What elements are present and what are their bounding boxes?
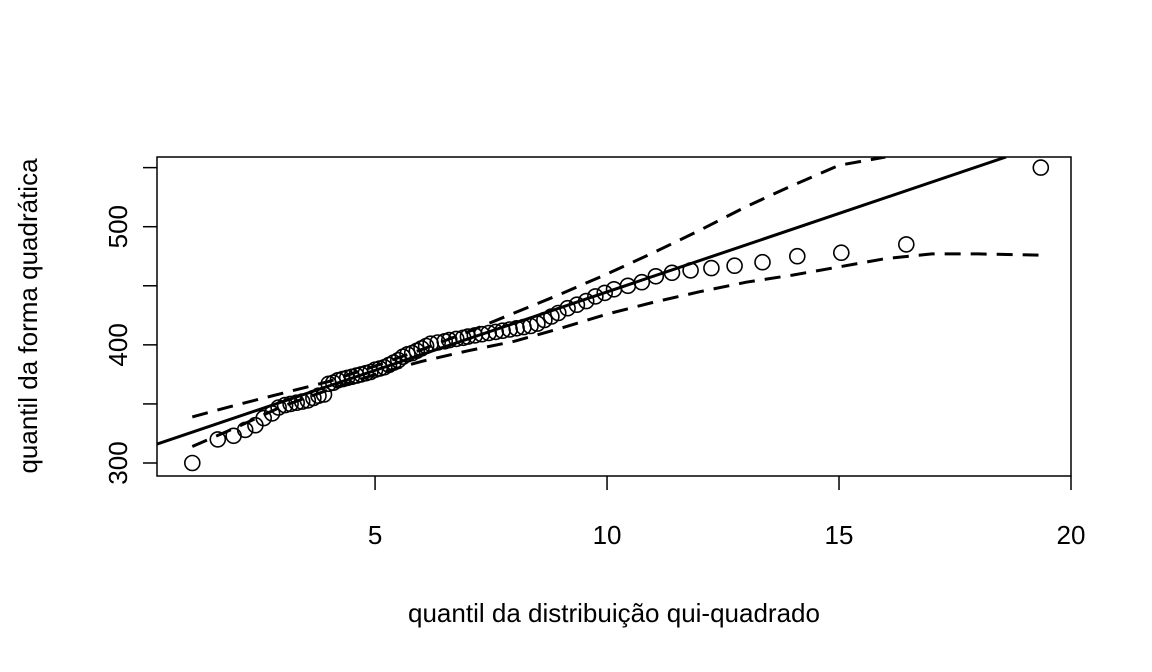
data-point — [897, 236, 915, 253]
series-lines — [157, 157, 1039, 448]
data-point — [633, 273, 651, 291]
reference-line — [157, 157, 1007, 446]
data-point — [184, 454, 201, 472]
data-point — [663, 264, 681, 282]
data-point — [315, 386, 333, 403]
data-point — [522, 317, 539, 335]
data-point — [209, 431, 227, 448]
data-point — [225, 427, 242, 445]
data-point — [276, 396, 294, 414]
data-point — [596, 284, 614, 302]
data-point — [577, 292, 595, 310]
x-tick-label: 5 — [368, 520, 382, 550]
x-tick-label: 15 — [825, 520, 854, 550]
data-point — [293, 393, 311, 410]
data-point — [788, 247, 806, 265]
data-point — [549, 304, 567, 322]
plot-area — [156, 156, 1072, 477]
data-point — [682, 262, 699, 279]
lower-envelope-line — [191, 252, 1039, 448]
data-point — [754, 253, 771, 271]
data-point — [288, 394, 306, 412]
data-points — [184, 159, 1050, 472]
data-point — [568, 296, 586, 314]
upper-envelope-line — [191, 157, 886, 419]
data-point — [255, 409, 273, 427]
data-point — [310, 387, 327, 405]
data-point — [647, 267, 665, 285]
y-axis: 300 400 500 — [103, 166, 157, 485]
y-axis-title: quantil da forma quadrática — [13, 158, 43, 474]
y-tick-label: 400 — [103, 323, 133, 366]
x-tick-label: 10 — [593, 520, 622, 550]
data-point — [236, 421, 254, 439]
data-point — [832, 244, 850, 261]
x-tick-label: 20 — [1057, 520, 1086, 550]
data-point — [559, 299, 576, 317]
data-point — [587, 288, 604, 305]
x-axis-title: quantil da distribuição qui-quadrado — [408, 598, 820, 628]
x-axis: 5 10 15 20 — [368, 476, 1086, 550]
data-point — [703, 259, 720, 277]
data-point — [263, 405, 281, 422]
data-point — [447, 330, 465, 348]
y-tick-label: 500 — [103, 205, 133, 248]
data-point — [726, 257, 743, 275]
data-point — [282, 395, 299, 413]
data-point — [429, 334, 447, 351]
data-point — [1032, 159, 1050, 176]
y-tick-label: 300 — [103, 441, 133, 484]
data-point — [389, 351, 407, 369]
plot-frame — [156, 156, 1072, 477]
